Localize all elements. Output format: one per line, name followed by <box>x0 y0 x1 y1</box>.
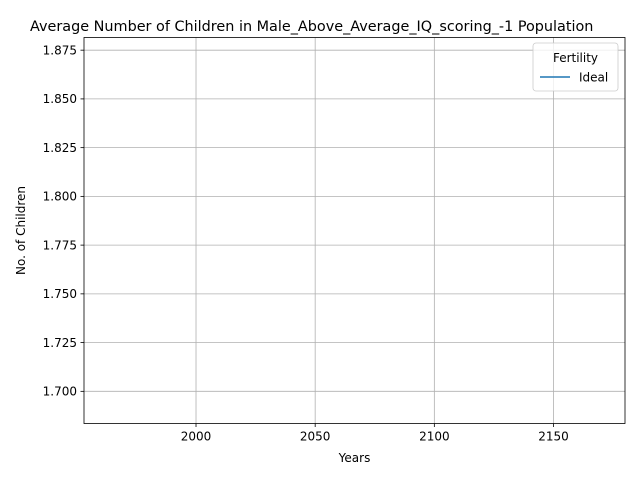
plot-background <box>84 37 625 424</box>
x-tick-label: 2100 <box>419 430 450 444</box>
x-axis-label: Years <box>338 451 371 465</box>
y-tick-label: 1.775 <box>43 238 77 252</box>
legend-label-ideal: Ideal <box>579 71 608 85</box>
y-tick-label: 1.875 <box>43 43 77 57</box>
y-axis-label: No. of Children <box>14 186 28 275</box>
chart-title: Average Number of Children in Male_Above… <box>30 19 593 35</box>
y-tick-label: 1.700 <box>43 385 77 399</box>
y-axis-ticks: 1.700 1.725 1.750 1.775 1.800 1.825 1.850 1.875 <box>43 43 84 399</box>
legend: Fertility Ideal <box>532 42 619 92</box>
grid <box>84 37 625 424</box>
x-tick-label: 2150 <box>538 430 569 444</box>
plot-frame <box>83 37 626 424</box>
y-tick-label: 1.800 <box>43 190 77 204</box>
x-axis-ticks: 2000 2050 2100 2150 <box>181 423 569 444</box>
x-tick-label: 2000 <box>181 430 212 444</box>
legend-title: Fertility <box>553 51 598 65</box>
y-tick-label: 1.725 <box>43 336 77 350</box>
x-tick-label: 2050 <box>300 430 331 444</box>
plot-area: 2000 2050 2100 2150 1.700 1.725 1.750 1.775 1.8… <box>43 37 626 444</box>
y-tick-label: 1.750 <box>43 287 77 301</box>
y-tick-label: 1.825 <box>43 141 77 155</box>
legend-box <box>532 42 619 92</box>
y-tick-label: 1.850 <box>43 92 77 106</box>
